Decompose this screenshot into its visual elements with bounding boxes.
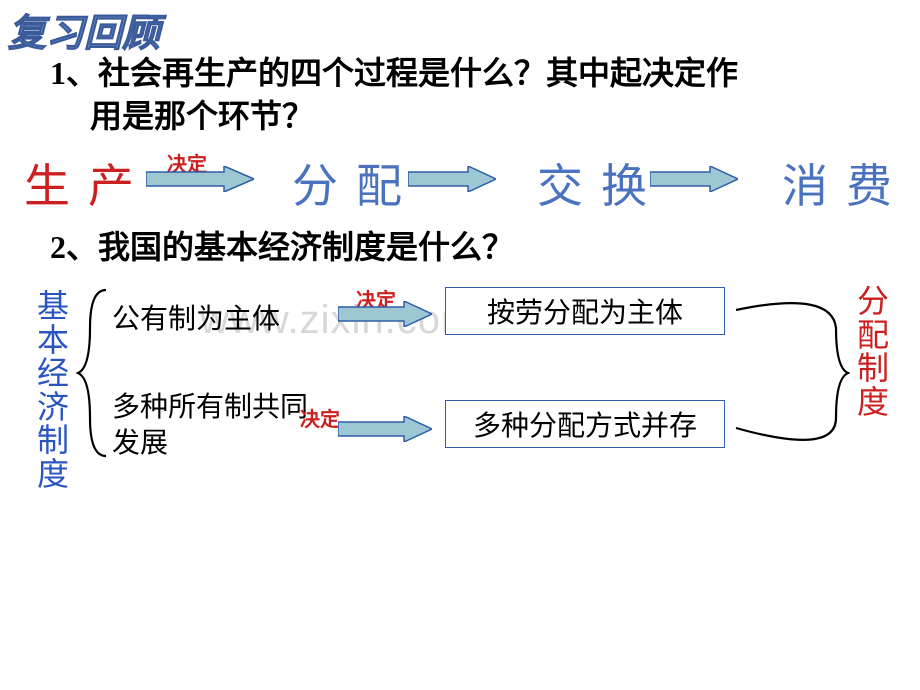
flow-arrow-3 xyxy=(650,166,738,192)
box-top-text: 按劳分配为主体 xyxy=(487,291,683,331)
flow-arrow-1 xyxy=(146,166,254,192)
question-1: 1、社会再生产的四个过程是什么？其中起决定作 用是那个环节？ xyxy=(50,52,890,138)
right-brace xyxy=(732,288,850,458)
mid-text-top: 公有制为主体 xyxy=(112,297,280,337)
question-2: 2、我国的基本经济制度是什么？ xyxy=(50,222,514,268)
slide-title: 复习回顾 xyxy=(8,2,160,57)
flow-step-4: 消费 xyxy=(782,150,910,216)
box-top: 按劳分配为主体 xyxy=(445,287,725,335)
right-vertical-label: 分配制度 xyxy=(856,285,890,419)
flow-arrow-2 xyxy=(408,166,496,192)
mid-text-bottom-l1: 多种所有制共同 xyxy=(112,392,308,423)
box-bottom-text: 多种分配方式并存 xyxy=(473,404,697,444)
mid-text-bottom: 多种所有制共同 发展 xyxy=(112,390,308,463)
flow-step-2: 分配 xyxy=(292,150,420,216)
q1-line1: 1、社会再生产的四个过程是什么？其中起决定作 xyxy=(50,55,738,91)
diagram-arrow-top xyxy=(338,301,432,327)
mid-text-bottom-l2: 发展 xyxy=(112,428,168,459)
q1-line2: 用是那个环节？ xyxy=(50,98,314,134)
diagram-arrow-label-bottom: 决定 xyxy=(300,403,340,432)
box-bottom: 多种分配方式并存 xyxy=(445,400,725,448)
diagram-arrow-bottom xyxy=(338,416,432,442)
flow-step-3: 交换 xyxy=(537,150,665,216)
left-brace xyxy=(76,288,110,458)
left-vertical-label: 基本经济制度 xyxy=(36,290,70,492)
flow-step-1: 生产 xyxy=(24,150,152,216)
